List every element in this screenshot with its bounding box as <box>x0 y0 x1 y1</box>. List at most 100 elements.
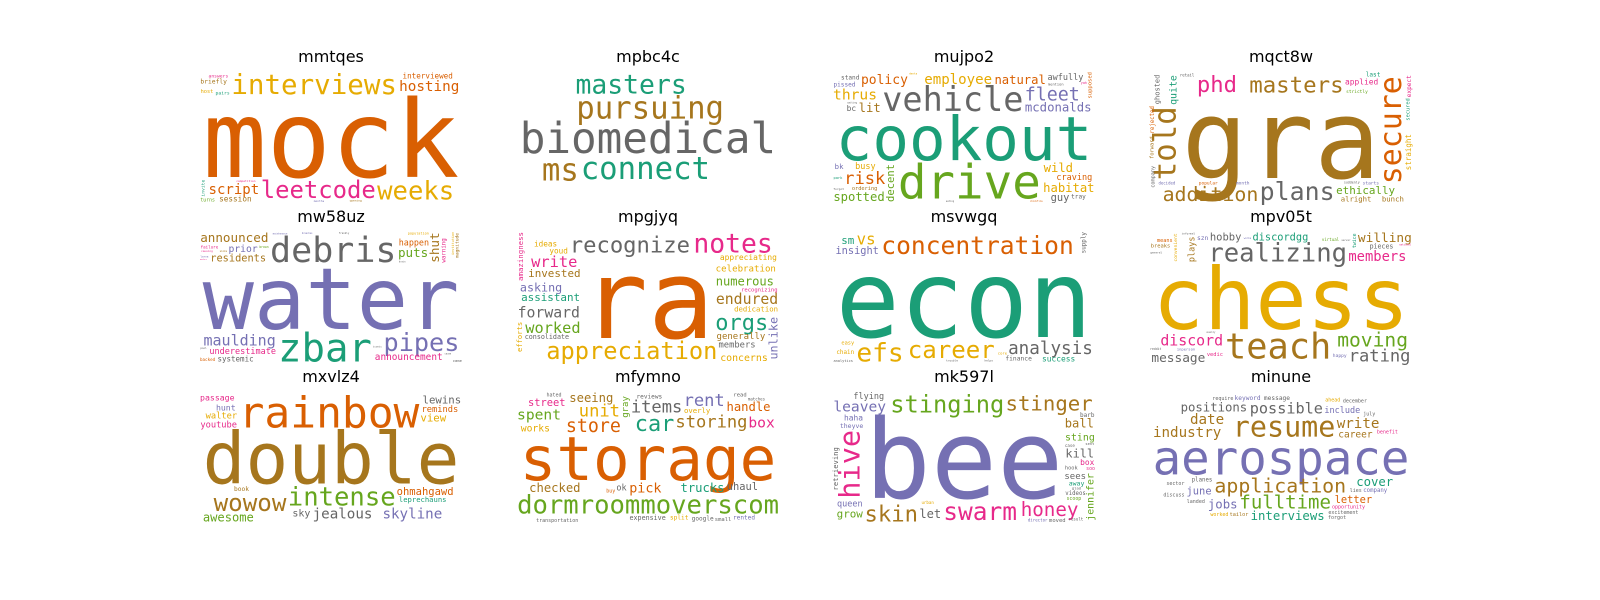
word: pissed <box>833 81 855 88</box>
word: retail <box>1180 72 1195 77</box>
word: eating <box>946 200 955 203</box>
word: view <box>420 412 446 425</box>
word: box <box>748 415 775 432</box>
word: supply <box>1081 232 1087 254</box>
word: leavey <box>833 399 886 416</box>
word: invite <box>201 180 207 197</box>
word: sees <box>1064 472 1086 482</box>
word: brown <box>259 245 268 249</box>
word: date <box>1190 412 1224 428</box>
word: masters <box>576 70 687 101</box>
word: park <box>833 176 843 180</box>
word: awfully <box>1048 73 1084 83</box>
word: bunch <box>1382 195 1404 204</box>
word: street <box>528 397 566 409</box>
word: discord <box>1160 332 1223 350</box>
word: stand <box>841 74 860 81</box>
word: lit <box>859 101 881 115</box>
word: result <box>1068 516 1083 521</box>
word: vehicle <box>882 80 1023 119</box>
word: stinger <box>1006 391 1093 415</box>
word: hunt <box>216 402 236 412</box>
word: recognizing <box>741 287 777 293</box>
word: causing <box>201 249 213 253</box>
word: honey <box>1021 498 1079 521</box>
word: plays <box>1187 237 1197 263</box>
word: iconic <box>373 344 383 348</box>
word: asking <box>520 280 562 294</box>
word: host <box>201 89 214 95</box>
word: opportunity <box>1332 505 1365 511</box>
word: popular <box>1199 181 1218 187</box>
word: positions <box>1181 400 1248 414</box>
word: storage <box>520 424 777 495</box>
word: analysis <box>1008 339 1093 359</box>
word: appreciation <box>546 337 717 365</box>
word: wild <box>1044 161 1073 175</box>
word: transportation <box>536 518 578 524</box>
word: members <box>1348 249 1406 265</box>
word: write <box>531 253 577 271</box>
word: skyline <box>382 507 442 523</box>
word: script <box>209 182 260 198</box>
word: efs <box>856 338 903 368</box>
word: jennifer <box>1085 473 1096 521</box>
word: storing <box>675 413 747 433</box>
panel-title: mpgjyq <box>618 207 678 226</box>
word: debris <box>270 231 396 271</box>
word: came <box>453 358 463 363</box>
word: zbar <box>278 326 372 371</box>
word: ok <box>616 484 626 494</box>
word: numerous <box>716 274 774 288</box>
word: success <box>1042 355 1075 364</box>
word: car <box>635 412 675 437</box>
panel-title: mw58uz <box>297 207 365 226</box>
word: interviews <box>231 69 397 101</box>
word: rating <box>1349 346 1411 366</box>
word: breaks <box>1151 243 1170 249</box>
word: waiting <box>847 102 857 105</box>
word: skin <box>865 502 918 528</box>
word: jealous <box>313 506 373 522</box>
word: insight <box>835 245 878 257</box>
word: frankly <box>339 231 350 235</box>
word: residents <box>210 253 266 265</box>
word: helps <box>985 359 994 363</box>
word: jobs <box>1208 498 1238 512</box>
word: forward <box>1149 136 1155 158</box>
word: happen <box>399 237 429 247</box>
word: pursuing <box>576 92 724 127</box>
word: keyword <box>1235 395 1261 402</box>
word: reminds <box>422 405 459 415</box>
word: seeing <box>569 391 613 405</box>
word: thrus <box>833 86 877 103</box>
word: queen <box>837 499 863 509</box>
word: means <box>1157 238 1173 244</box>
word: awesome <box>203 511 254 525</box>
word: reddit <box>1150 347 1161 351</box>
word: gra <box>1182 76 1381 204</box>
word: application <box>1214 475 1346 498</box>
word: worked <box>1210 512 1228 518</box>
word: analytics <box>833 359 852 363</box>
word: ordering <box>852 186 878 192</box>
word: worked <box>525 319 580 337</box>
word: trouble <box>946 359 958 363</box>
word: soo <box>1086 466 1095 472</box>
word: youd <box>549 246 568 255</box>
word: underestimate <box>209 347 276 357</box>
word: industry <box>1153 425 1221 441</box>
word: interviewed <box>403 71 453 80</box>
word: server <box>1341 239 1351 242</box>
word: moving <box>1337 329 1408 352</box>
word: shut <box>427 232 442 262</box>
word: twice <box>1352 233 1358 248</box>
word: szn <box>1197 235 1209 242</box>
word: rented <box>733 515 755 522</box>
word: decent <box>885 164 897 202</box>
word: connect <box>581 152 710 187</box>
word: ball <box>1065 416 1094 430</box>
